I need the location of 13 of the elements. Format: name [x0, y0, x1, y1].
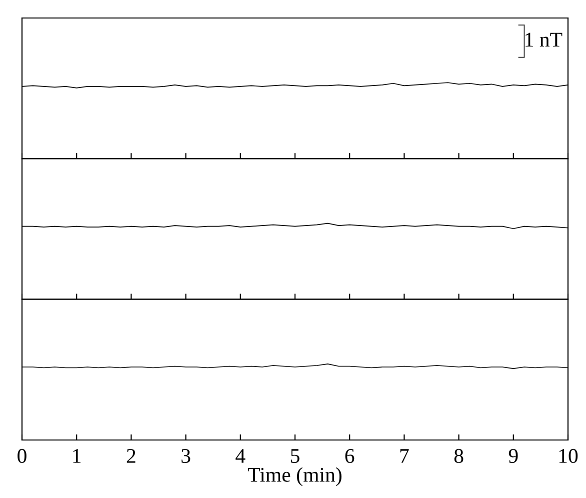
- x-tick-label: 10: [559, 448, 578, 463]
- x-tick-label: 4: [236, 449, 246, 463]
- x-tick-label: 7: [400, 449, 409, 463]
- x-tick-label: 8: [454, 448, 464, 463]
- x-tick-label: 9: [508, 448, 518, 463]
- x-axis-title: Time (min): [248, 467, 342, 486]
- text: 1 nT: [526, 32, 562, 47]
- x-tick-label: 2: [126, 448, 136, 463]
- x-tick-label: 3: [182, 448, 190, 463]
- x-tick-label: 1: [73, 449, 81, 463]
- x-tick-label: 5: [291, 449, 300, 463]
- x-tick-label: 0: [18, 448, 26, 463]
- x-tick-label: 6: [345, 448, 354, 463]
